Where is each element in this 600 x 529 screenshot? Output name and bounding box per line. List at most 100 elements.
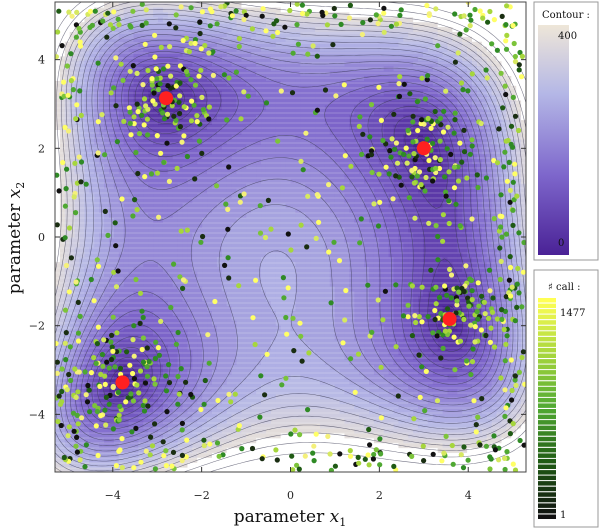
sample-point xyxy=(163,448,169,454)
sample-point xyxy=(461,149,468,155)
sample-point xyxy=(87,8,94,14)
sample-point xyxy=(296,466,302,472)
call-colorbar-segment xyxy=(538,386,556,392)
sample-point xyxy=(275,29,281,36)
sample-point xyxy=(233,69,239,75)
sample-point xyxy=(63,357,69,363)
call-colorbar-segment xyxy=(538,453,556,458)
sample-point xyxy=(202,42,208,49)
y-axis-label: parameter x2 xyxy=(5,182,27,294)
sample-point xyxy=(442,328,448,334)
sample-point xyxy=(475,184,481,191)
sample-point xyxy=(149,443,156,449)
sample-point xyxy=(490,295,496,301)
sample-point xyxy=(421,458,427,464)
sample-point xyxy=(178,366,184,372)
sample-point xyxy=(265,197,271,203)
sample-point xyxy=(516,62,522,68)
sample-point xyxy=(72,366,78,372)
sample-point xyxy=(391,111,397,117)
sample-point xyxy=(481,299,487,305)
sample-point xyxy=(149,82,155,88)
sample-point xyxy=(467,23,473,29)
sample-point xyxy=(311,458,317,464)
sample-point xyxy=(509,387,515,394)
sample-point xyxy=(110,383,116,390)
sample-point xyxy=(179,458,185,464)
sample-point xyxy=(424,136,430,142)
sample-point xyxy=(505,137,511,144)
sample-point xyxy=(496,228,502,234)
sample-point xyxy=(70,410,77,416)
sample-point xyxy=(112,364,118,370)
sample-point xyxy=(78,112,84,118)
sample-point xyxy=(441,450,447,456)
sample-point xyxy=(440,238,446,244)
sample-point xyxy=(502,455,508,461)
sample-point xyxy=(171,261,177,267)
sample-point xyxy=(85,382,91,389)
sample-point xyxy=(291,348,297,354)
sample-point xyxy=(145,403,151,409)
sample-point xyxy=(460,465,467,471)
sample-point xyxy=(131,376,137,382)
sample-point xyxy=(418,121,424,127)
sample-point xyxy=(359,151,365,157)
sample-point xyxy=(478,327,484,333)
sample-point xyxy=(368,102,375,108)
sample-point xyxy=(199,150,205,156)
sample-point xyxy=(201,443,207,449)
sample-point xyxy=(404,160,410,166)
sample-point xyxy=(107,22,114,28)
sample-point xyxy=(440,129,447,135)
sample-point xyxy=(512,113,519,119)
call-colorbar-segment xyxy=(538,503,556,508)
sample-point xyxy=(489,41,495,47)
sample-point xyxy=(314,53,320,59)
sample-point xyxy=(356,460,362,466)
sample-point xyxy=(141,96,148,102)
sample-point xyxy=(130,8,136,14)
sample-point xyxy=(393,282,399,288)
sample-point xyxy=(83,181,89,187)
sample-point xyxy=(448,295,454,301)
sample-point xyxy=(310,43,316,49)
sample-point xyxy=(95,60,101,66)
sample-point xyxy=(506,277,512,283)
sample-point xyxy=(75,421,81,427)
sample-point xyxy=(501,326,507,333)
sample-point xyxy=(433,301,439,307)
call-colorbar-segment xyxy=(538,331,556,336)
call-colorbar-segment xyxy=(538,436,556,442)
sample-point xyxy=(137,368,144,374)
sample-point xyxy=(478,120,484,127)
sample-point xyxy=(133,276,139,283)
sample-point xyxy=(152,355,158,362)
sample-point xyxy=(428,267,434,273)
sample-point xyxy=(306,350,312,356)
call-colorbar-segment xyxy=(538,325,556,331)
sample-point xyxy=(177,93,183,99)
sample-point xyxy=(188,5,194,11)
sample-point xyxy=(238,116,244,122)
sample-point xyxy=(110,314,116,320)
sample-point xyxy=(59,43,65,49)
sample-point xyxy=(465,457,471,463)
sample-point xyxy=(457,31,463,37)
sample-point xyxy=(497,245,503,251)
sample-point xyxy=(173,25,179,31)
sample-point xyxy=(263,100,270,106)
sample-point xyxy=(163,463,169,469)
sample-point xyxy=(241,16,247,23)
sample-point xyxy=(55,340,59,347)
sample-point xyxy=(494,316,500,322)
plot-area xyxy=(54,1,527,473)
sample-point xyxy=(438,122,444,128)
sample-point xyxy=(435,233,441,240)
sample-point xyxy=(502,413,508,419)
sample-point xyxy=(410,119,416,125)
sample-point xyxy=(65,128,72,134)
sample-point xyxy=(294,462,300,468)
sample-point xyxy=(465,295,471,301)
sample-point xyxy=(366,462,372,468)
